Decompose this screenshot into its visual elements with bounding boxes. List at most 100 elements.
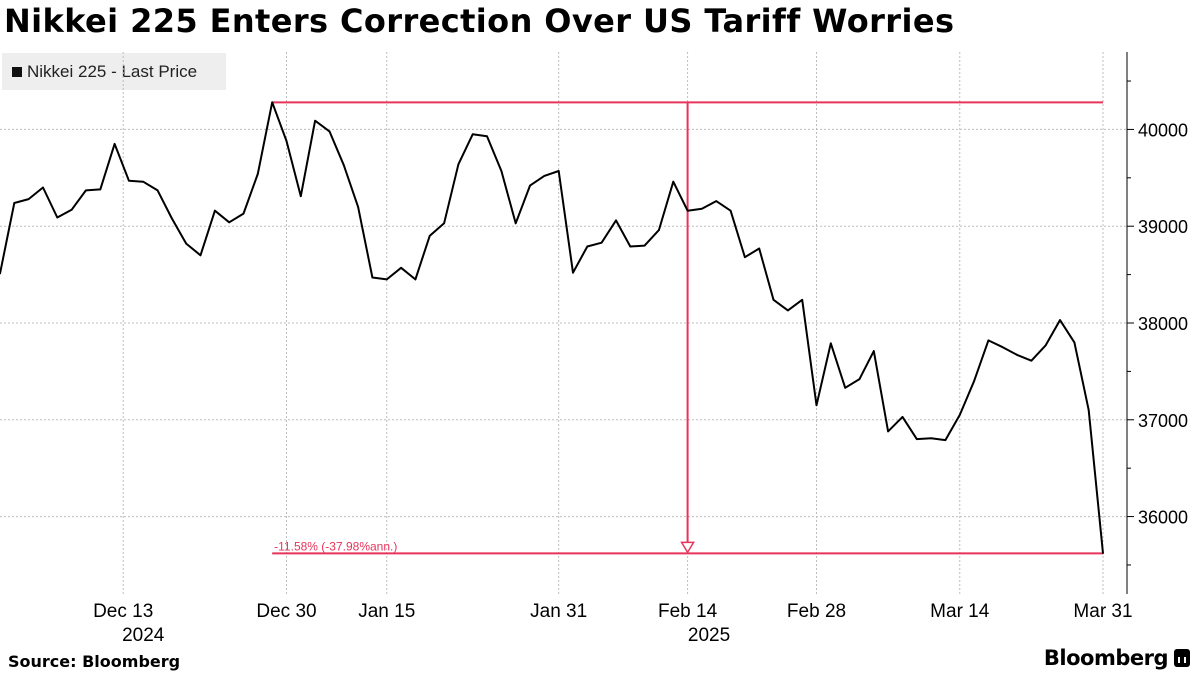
- data-point: [300, 195, 302, 198]
- data-point: [156, 189, 159, 192]
- y-tick-label: 36000: [1138, 508, 1188, 528]
- y-tick-label: 39000: [1138, 217, 1188, 237]
- x-axis: Dec 13 Dec 30 Jan 15 Jan 31 Feb 14 Feb 28 Mar …: [93, 601, 1132, 646]
- data-point: [643, 244, 646, 247]
- data-point: [686, 209, 689, 212]
- data-point: [414, 278, 417, 281]
- data-point: [658, 229, 660, 231]
- data-point: [572, 271, 574, 274]
- data-point: [615, 219, 617, 222]
- data-point: [342, 164, 345, 167]
- data-point: [557, 170, 560, 172]
- brand-name: Bloomberg: [1043, 646, 1169, 670]
- data-point: [27, 198, 30, 200]
- legend-swatch: [12, 66, 22, 77]
- y-tick-label: 38000: [1138, 314, 1188, 334]
- data-point: [887, 430, 889, 433]
- y-tick-label: 37000: [1138, 411, 1188, 431]
- data-point: [529, 184, 531, 187]
- data-point: [973, 380, 975, 382]
- gridlines: [0, 52, 1127, 594]
- data-point: [70, 208, 73, 211]
- data-point: [13, 202, 16, 204]
- series-line: [0, 101, 1104, 554]
- data-point: [944, 439, 947, 441]
- x-tick-label: Mar 31: [1073, 601, 1132, 622]
- data-point: [586, 245, 589, 248]
- data-point: [113, 143, 116, 145]
- data-point: [371, 276, 374, 279]
- data-point: [629, 245, 632, 248]
- series-nikkei: [0, 101, 1104, 555]
- data-point: [257, 173, 259, 175]
- x-tick-label: Dec 30: [256, 601, 316, 622]
- data-point: [543, 175, 546, 177]
- data-point: [285, 140, 288, 142]
- annotation-arrow-head: [680, 541, 695, 554]
- bloomberg-icon: [1174, 649, 1190, 667]
- data-point: [1087, 409, 1090, 411]
- annotation-label: -11.58% (-37.98%ann.): [274, 539, 397, 553]
- data-point: [844, 387, 846, 389]
- data-point: [744, 256, 746, 258]
- data-point: [42, 186, 44, 189]
- data-point: [901, 416, 904, 418]
- data-point: [171, 217, 173, 220]
- data-point: [715, 200, 718, 202]
- x-year-label: 2025: [688, 625, 730, 646]
- data-point: [1030, 359, 1033, 362]
- data-point: [385, 278, 388, 281]
- x-tick-label: Mar 14: [930, 601, 990, 622]
- x-tick-label: Dec 13: [93, 601, 153, 622]
- data-point: [185, 242, 188, 245]
- data-point: [858, 378, 861, 380]
- data-point: [772, 298, 775, 301]
- data-point: [486, 135, 488, 138]
- data-point: [600, 241, 603, 244]
- x-tick-label: Feb 28: [787, 601, 846, 622]
- data-point: [128, 179, 130, 182]
- data-point: [1016, 354, 1018, 356]
- source-note: Source: Bloomberg: [8, 652, 181, 671]
- data-point: [314, 119, 316, 122]
- data-point: [830, 342, 832, 345]
- data-point: [958, 414, 961, 416]
- drawdown-annotation: -11.58% (-37.98%ann.): [272, 101, 1103, 555]
- y-axis: 36000 37000 38000 39000 40000: [1127, 80, 1188, 566]
- data-point: [873, 350, 875, 352]
- data-point: [328, 130, 331, 133]
- data-point: [428, 235, 431, 237]
- data-point: [56, 216, 59, 219]
- chart-title: Nikkei 225 Enters Correction Over US Tar…: [4, 2, 955, 40]
- data-point: [729, 209, 732, 212]
- data-point: [242, 212, 245, 215]
- data-point: [443, 222, 445, 225]
- data-point: [672, 180, 675, 183]
- data-point: [271, 101, 273, 104]
- data-point: [930, 437, 932, 439]
- legend: Nikkei 225 - Last Price: [2, 53, 226, 90]
- data-point: [801, 298, 803, 301]
- data-point: [142, 180, 145, 183]
- data-point: [199, 254, 202, 257]
- data-point: [1001, 346, 1004, 348]
- data-point: [471, 133, 474, 136]
- data-point: [514, 222, 517, 225]
- data-point: [987, 339, 990, 342]
- x-tick-label: Jan 31: [530, 601, 587, 622]
- data-point: [758, 247, 761, 250]
- x-tick-label: Jan 15: [358, 601, 415, 622]
- data-point: [1102, 552, 1104, 555]
- data-point: [0, 272, 1, 275]
- data-point: [457, 163, 460, 166]
- data-point: [99, 188, 102, 191]
- data-point: [214, 209, 216, 212]
- data-point: [228, 221, 230, 224]
- data-point: [400, 267, 402, 269]
- legend-label: Nikkei 225 - Last Price: [27, 61, 198, 81]
- data-point: [357, 206, 359, 208]
- data-point: [1073, 341, 1076, 344]
- x-tick-label: Feb 14: [658, 601, 718, 622]
- data-point: [1044, 344, 1047, 347]
